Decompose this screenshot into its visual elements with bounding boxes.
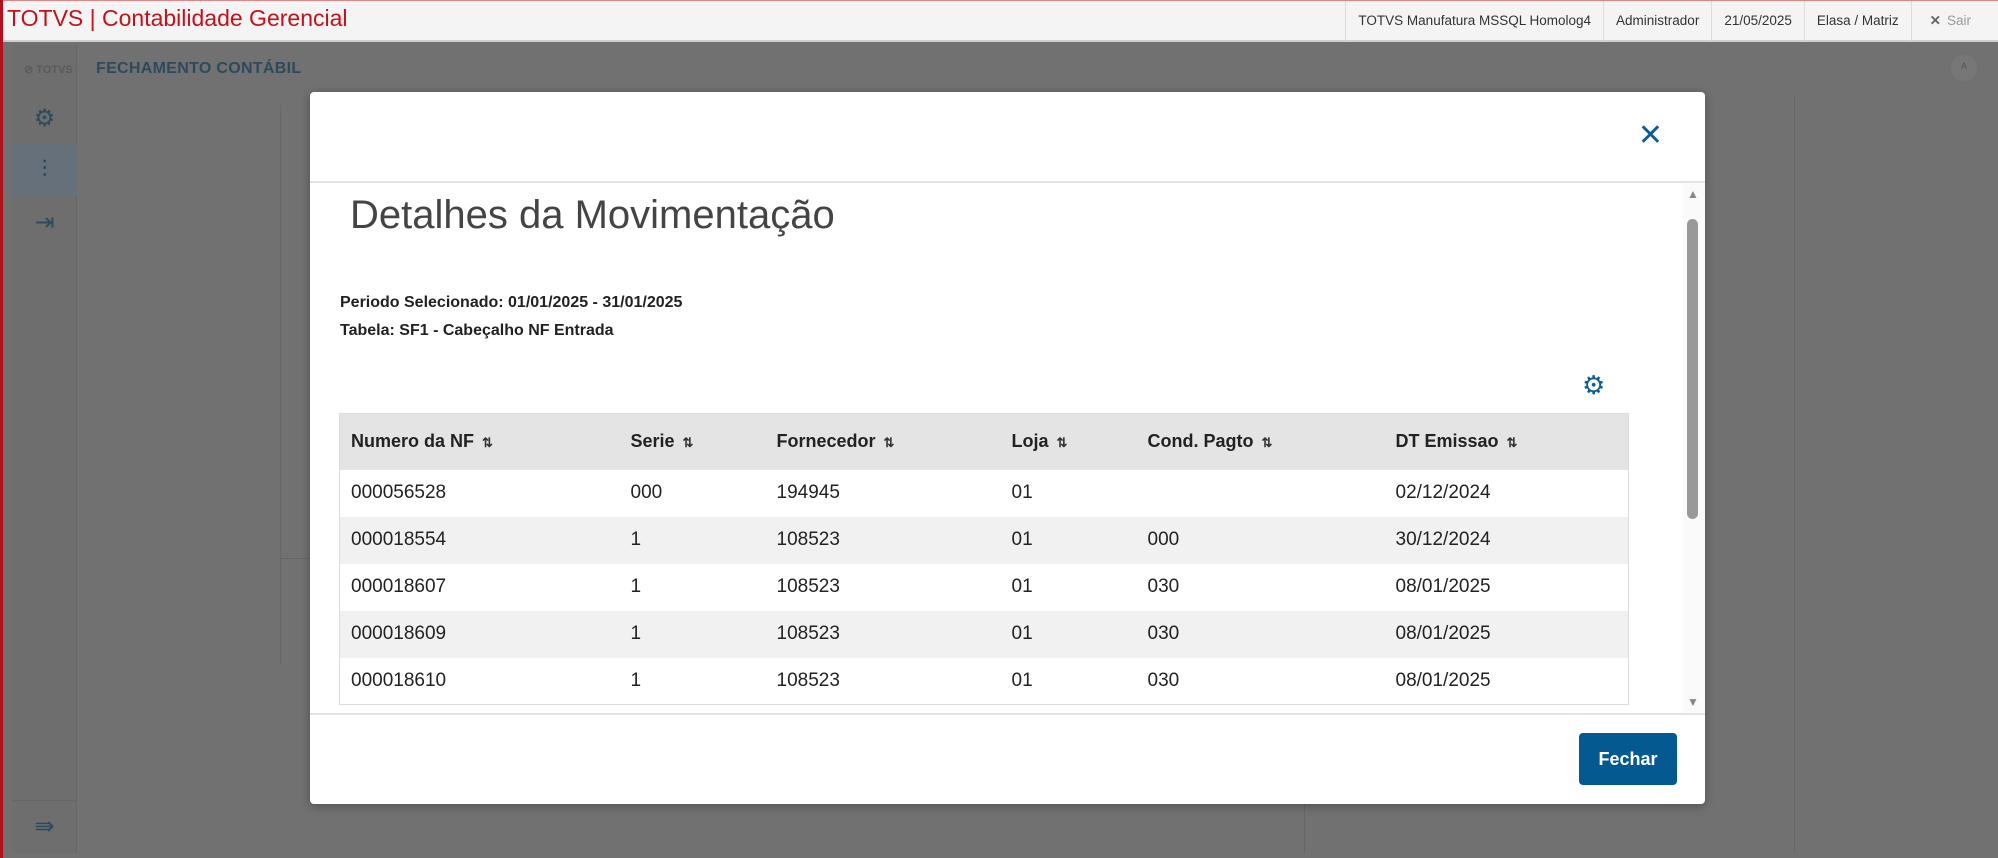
scroll-up-icon[interactable]: ▲ [1687,187,1699,201]
table-row[interactable]: 000018554 1 108523 01 000 30/12/2024 [339,516,1629,564]
table-row[interactable]: 000018607 1 108523 01 030 08/01/2025 [340,564,1629,611]
environment-label: TOTVS Manufatura MSSQL Homolog4 [1345,1,1603,41]
table-row[interactable]: 000018610 1 108523 01 030 08/01/2025 [340,658,1629,705]
table-cell: 000018610 [351,669,447,691]
table-cell: 08/01/2025 [1395,576,1491,597]
table-row[interactable]: 000018609 1 108523 01 030 08/01/2025 [339,610,1629,658]
settings-gear-icon[interactable]: ⚙ [33,104,56,132]
divider [310,181,1705,183]
table-cell: 1 [630,576,642,597]
table-cell: 194945 [776,482,840,503]
app-title: TOTVS | Contabilidade Gerencial [7,5,348,31]
table-cell: 000056528 [351,482,447,503]
table-cell [1137,470,1385,517]
table-cell: 108523 [776,669,840,691]
sidebar: ⊘ TOTVS ⚙ ⫶ ⇥ ⇛ [12,45,77,853]
expand-menu-icon[interactable]: ⇛ [12,800,77,852]
sort-icon: ⇅ [883,435,895,451]
close-icon: ✕ [1929,13,1941,28]
table-cell: 108523 [765,516,1001,564]
table-cell: 01 [1000,516,1137,564]
table-cell: 01 [1011,482,1033,503]
user-label: Administrador [1603,1,1711,41]
table-cell: 000018609 [339,610,620,658]
divider [1794,95,1795,853]
table-cell: 1 [630,669,642,691]
details-modal: ✕ Detalhes da Movimentação Periodo Selec… [310,92,1705,804]
column-header[interactable]: DT Emissao ⇅ [1384,413,1629,470]
table-cell: 108523 [776,576,840,597]
column-header[interactable]: Fornecedor ⇅ [765,413,1001,470]
date-label: 21/05/2025 [1711,1,1804,41]
sort-icon: ⇅ [482,435,493,451]
table-cell: 02/12/2024 [1395,482,1491,503]
close-icon[interactable]: ✕ [1637,119,1663,152]
logout-label: Sair [1946,13,1971,28]
divider [280,558,320,559]
table-cell: 1 [619,516,766,564]
sort-icon: ⇅ [1261,435,1273,451]
table-cell: 030 [1147,576,1180,597]
sort-icon: ⇅ [1056,435,1068,451]
table-cell: 01 [1011,576,1033,597]
table-cell: 108523 [765,610,1001,658]
table-settings-gear-icon[interactable]: ⚙ [1582,370,1606,400]
close-button[interactable]: Fechar [1579,733,1677,785]
divider [310,713,1705,715]
scroll-down-icon[interactable]: ▼ [1687,695,1699,709]
column-header[interactable]: Cond. Pagto ⇅ [1136,413,1385,470]
table-cell: 000 [1136,516,1385,564]
movements-table: Numero da NF ⇅ Serie ⇅ Fornecedor ⇅ Loja ⇅ C… [339,413,1629,705]
table-name-label: Tabela: SF1 - Cabeçalho NF Entrada [340,322,614,339]
logout-button[interactable]: ✕ Sair [1910,1,1998,41]
table-cell: 08/01/2025 [1384,610,1629,658]
modal-body: Periodo Selecionado: 01/01/2025 - 31/01/… [310,183,1705,713]
period-label: Periodo Selecionado: 01/01/2025 - 31/01/… [340,294,683,311]
table-cell: 000 [630,482,663,503]
scrollbar[interactable]: ▲ ▼ [1683,183,1705,713]
logout-icon[interactable]: ⇥ [34,208,55,236]
table-cell: 01 [1000,610,1137,658]
sliders-icon[interactable]: ⫶ [12,144,77,196]
table-row[interactable]: 000056528 000 194945 01 02/12/2024 [340,470,1629,517]
column-header[interactable]: Loja ⇅ [1000,413,1137,470]
table-cell: 01 [1011,669,1033,691]
table-cell: 030 [1136,610,1385,658]
sort-icon: ⇅ [1506,435,1518,451]
table-cell: 030 [1147,669,1180,691]
totvs-logo: ⊘ TOTVS [24,64,73,76]
table-cell: 000018554 [339,516,620,564]
page-title: FECHAMENTO CONTÁBIL [96,60,302,77]
table-cell: 30/12/2024 [1384,516,1629,564]
top-bar: TOTVS | Contabilidade Gerencial TOTVS Ma… [3,0,1998,42]
table-cell: 1 [619,610,766,658]
table-cell: 000018607 [351,576,447,597]
divider [280,105,281,665]
modal-title: Detalhes da Movimentação [350,193,835,237]
scrollbar-thumb[interactable] [1687,219,1698,519]
user-avatar-icon[interactable]: ᴬ [1951,55,1977,81]
column-header[interactable]: Serie ⇅ [619,413,766,470]
sort-icon: ⇅ [682,435,694,451]
column-header[interactable]: Numero da NF ⇅ [339,413,620,470]
table-cell: 08/01/2025 [1395,669,1491,691]
company-label: Elasa / Matriz [1803,1,1911,41]
